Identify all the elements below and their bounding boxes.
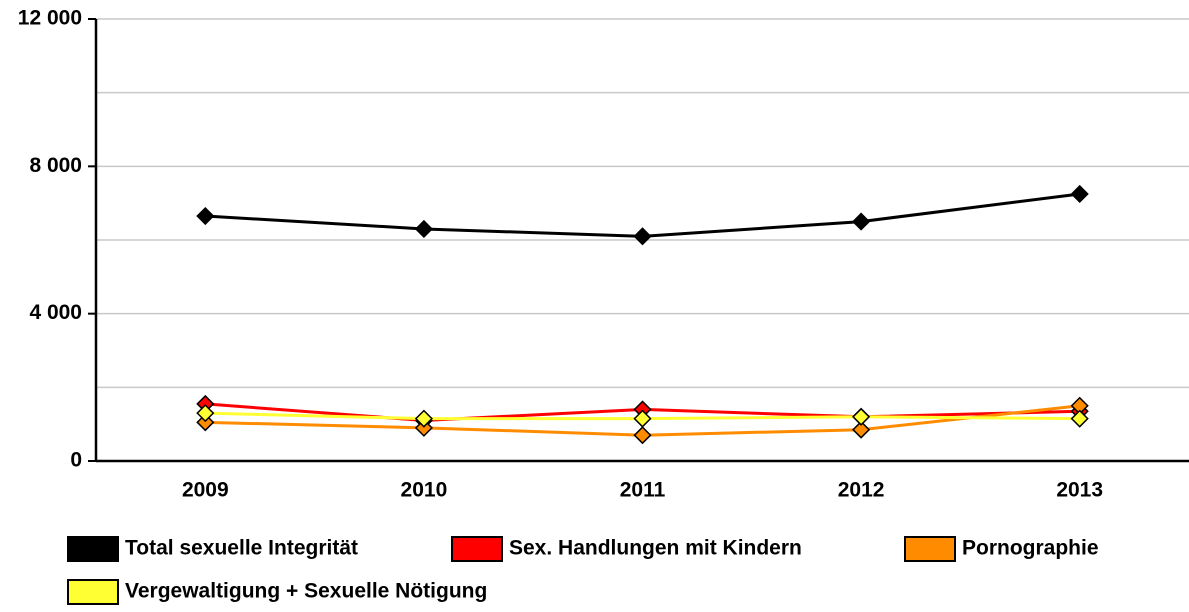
x-tick-label: 2010 bbox=[401, 479, 448, 502]
legend-swatch bbox=[904, 536, 956, 562]
marker bbox=[196, 404, 215, 423]
marker bbox=[414, 219, 433, 239]
marker bbox=[852, 420, 871, 439]
legend-swatch bbox=[451, 536, 503, 562]
marker bbox=[414, 418, 433, 437]
legend-swatch bbox=[67, 579, 119, 605]
legend-label: Sex. Handlungen mit Kindern bbox=[509, 537, 802, 560]
marker bbox=[633, 426, 652, 445]
marker bbox=[852, 212, 871, 231]
marker bbox=[196, 206, 215, 226]
marker bbox=[1070, 409, 1089, 428]
x-tick-label: 2011 bbox=[620, 479, 666, 502]
marker bbox=[1070, 184, 1089, 204]
legend-label: Vergewaltigung + Sexuelle Nötigung bbox=[125, 580, 487, 603]
x-tick-label: 2012 bbox=[838, 479, 885, 502]
legend-label: Total sexuelle Integrität bbox=[125, 537, 358, 560]
y-tick-label: 12 000 bbox=[18, 7, 82, 30]
y-tick-label: 0 bbox=[70, 449, 82, 472]
marker bbox=[414, 409, 433, 428]
marker bbox=[633, 227, 652, 246]
legend-label: Pornographie bbox=[962, 537, 1099, 560]
y-tick-label: 8 000 bbox=[29, 154, 82, 177]
x-tick-label: 2013 bbox=[1056, 479, 1103, 502]
x-tick-label: 2009 bbox=[182, 479, 229, 502]
marker bbox=[852, 407, 871, 426]
legend-swatch bbox=[67, 536, 119, 562]
marker bbox=[633, 409, 652, 428]
y-tick-label: 4 000 bbox=[29, 301, 82, 324]
marker bbox=[196, 413, 215, 432]
